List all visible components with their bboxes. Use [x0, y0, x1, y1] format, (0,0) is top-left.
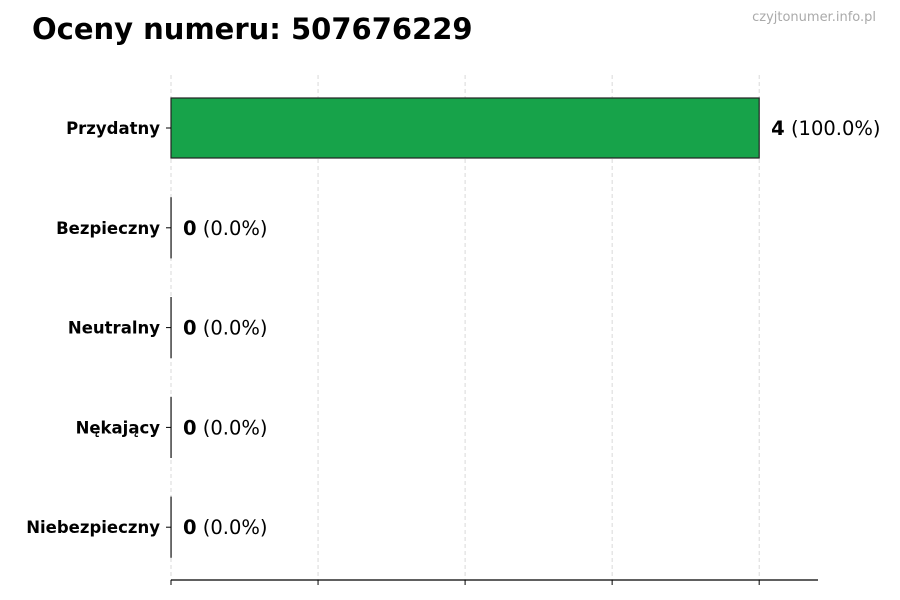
chart-title: Oceny numeru: 507676229 — [32, 12, 473, 46]
data-label-percent: (0.0%) — [197, 416, 268, 439]
data-label: 0 (0.0%) — [183, 416, 268, 439]
y-tick-label: Bezpieczny — [56, 219, 160, 238]
data-label-percent: (100.0%) — [785, 117, 881, 140]
data-label-value: 0 — [183, 217, 197, 240]
data-label: 0 (0.0%) — [183, 516, 268, 539]
data-label-value: 0 — [183, 317, 197, 340]
data-label-percent: (0.0%) — [197, 516, 268, 539]
bar — [170, 97, 760, 159]
data-label: 4 (100.0%) — [771, 117, 880, 140]
data-label: 0 (0.0%) — [183, 317, 268, 340]
y-tick-label: Nękający — [76, 418, 161, 437]
data-label-percent: (0.0%) — [197, 317, 268, 340]
data-label: 0 (0.0%) — [183, 217, 268, 240]
data-label-value: 0 — [183, 516, 197, 539]
data-label-value: 0 — [183, 416, 197, 439]
watermark: czyjtonumer.info.pl — [752, 10, 876, 25]
y-tick-label: Niebezpieczny — [26, 518, 160, 537]
data-label-percent: (0.0%) — [197, 217, 268, 240]
y-tick-label: Neutralny — [68, 319, 160, 338]
data-label-value: 4 — [771, 117, 785, 140]
y-tick-label: Przydatny — [66, 119, 160, 138]
